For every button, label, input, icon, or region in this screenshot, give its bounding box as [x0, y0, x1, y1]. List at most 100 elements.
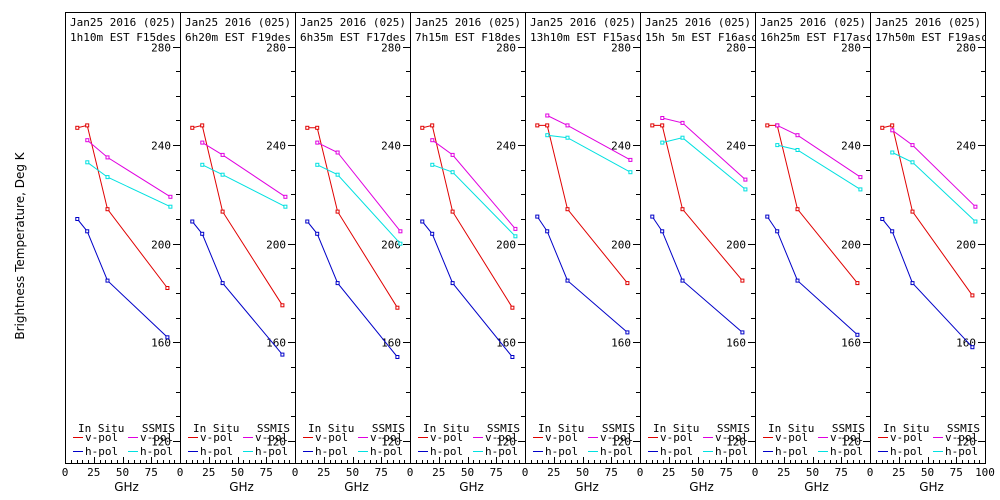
- data-point: [795, 207, 800, 212]
- y-tick-label: 120: [381, 436, 401, 449]
- data-point: [105, 155, 110, 160]
- data-point: [85, 123, 90, 128]
- x-tick-label: 25: [87, 466, 100, 479]
- series-ssmis-hpol: [85, 160, 173, 209]
- x-tick-label: 0: [62, 466, 69, 479]
- x-tick-label: 75: [490, 466, 503, 479]
- x-axis-label: GHz: [574, 480, 599, 494]
- data-point: [165, 335, 170, 340]
- data-point: [625, 281, 630, 286]
- y-tick-label: 280: [611, 42, 631, 55]
- x-axis-label: GHz: [689, 480, 714, 494]
- series-ssmis-vpol: [200, 140, 288, 199]
- legend-ssmis-title: SSMIS: [832, 422, 865, 435]
- legend-label-ssmis-vpol: v-pol: [485, 431, 518, 444]
- data-point: [510, 355, 515, 359]
- y-tick-label: 160: [611, 337, 631, 350]
- y-tick-label: 120: [496, 436, 516, 449]
- y-tick-label: 280: [151, 42, 171, 55]
- legend-label-ssmis-vpol: v-pol: [140, 431, 173, 444]
- legend-label-ssmis-hpol: h-pol: [830, 445, 863, 458]
- panel-title: Jan25 2016 (025): [760, 16, 866, 29]
- legend-label-ssmis-vpol: v-pol: [370, 431, 403, 444]
- y-tick-label: 200: [496, 239, 516, 252]
- data-point: [398, 241, 403, 246]
- y-tick-label: 240: [611, 140, 631, 153]
- series-ssmis-vpol: [85, 138, 173, 199]
- data-point: [545, 113, 550, 118]
- data-point: [890, 128, 895, 133]
- data-point: [190, 219, 195, 224]
- x-tick-label: 50: [116, 466, 129, 479]
- x-tick-label: 50: [921, 466, 934, 479]
- data-point: [335, 150, 340, 155]
- series-line: [432, 164, 516, 237]
- legend-label-insitu-hpol: h-pol: [85, 445, 118, 458]
- series-ssmis-vpol: [775, 123, 863, 180]
- series-insitu-vpol: [305, 125, 400, 310]
- data-point: [565, 123, 570, 128]
- x-tick-label: 25: [202, 466, 215, 479]
- panel-7: Jan25 2016 (025) 16h25m EST F17asc 120 160 2…: [755, 12, 871, 464]
- x-tick-label: 25: [662, 466, 675, 479]
- data-point: [200, 231, 205, 236]
- x-tick-label: 50: [346, 466, 359, 479]
- data-point: [105, 175, 110, 180]
- data-point: [660, 123, 665, 128]
- legend-label-insitu-hpol: h-pol: [660, 445, 693, 458]
- data-point: [420, 219, 425, 224]
- series-line: [537, 124, 628, 284]
- x-tick-label: 0: [407, 466, 414, 479]
- series-line: [882, 124, 973, 296]
- panel-4: Jan25 2016 (025) 7h15m EST F18des 120 160 20…: [410, 12, 526, 464]
- x-tick-label: 0: [177, 466, 184, 479]
- panel-1: Jan25 2016 (025) 1h10m EST F15des 120 160 20…: [65, 12, 181, 464]
- data-point: [200, 123, 205, 128]
- data-point: [430, 162, 435, 167]
- y-tick-label: 120: [611, 436, 631, 449]
- legend-insitu-title: In Situ: [538, 422, 584, 435]
- data-point: [220, 281, 225, 286]
- series-line: [202, 164, 286, 208]
- y-tick-label: 200: [151, 239, 171, 252]
- panel-subtitle: 7h15m EST F18des: [415, 31, 521, 44]
- x-tick-label: 25: [892, 466, 905, 479]
- data-point: [335, 172, 340, 177]
- x-tick-label: 25: [432, 466, 445, 479]
- x-tick-label: 0: [867, 466, 874, 479]
- data-point: [890, 229, 895, 234]
- x-tick-label: 25: [547, 466, 560, 479]
- y-tick-label: 200: [381, 239, 401, 252]
- y-tick-label: 280: [726, 42, 746, 55]
- panel-2: Jan25 2016 (025) 6h20m EST F19des 120 160 20…: [180, 12, 296, 464]
- data-point: [535, 123, 540, 128]
- data-point: [628, 157, 633, 162]
- y-tick-label: 200: [726, 239, 746, 252]
- data-point: [280, 352, 285, 357]
- panel-title: Jan25 2016 (025): [70, 16, 176, 29]
- data-point: [513, 226, 518, 231]
- x-tick-label: 75: [145, 466, 158, 479]
- x-tick-label: 50: [806, 466, 819, 479]
- x-axis-label: GHz: [459, 480, 484, 494]
- data-point: [628, 170, 633, 175]
- series-insitu-vpol: [880, 123, 975, 298]
- data-point: [200, 162, 205, 167]
- data-point: [858, 187, 863, 192]
- panel-3: Jan25 2016 (025) 6h35m EST F17des 120 160 20…: [295, 12, 411, 464]
- panel-subtitle: 15h 5m EST F16asc: [645, 31, 758, 44]
- series-line: [317, 164, 401, 245]
- data-point: [910, 209, 915, 214]
- data-point: [545, 229, 550, 234]
- legend-label-insitu-vpol: v-pol: [85, 431, 118, 444]
- x-axis-label: GHz: [114, 480, 139, 494]
- legend-label-ssmis-vpol: v-pol: [945, 431, 978, 444]
- series-line: [77, 124, 168, 289]
- legend-label-ssmis-hpol: h-pol: [255, 445, 288, 458]
- data-point: [970, 293, 975, 298]
- legend-ssmis-title: SSMIS: [947, 422, 980, 435]
- x-tick-label: 50: [461, 466, 474, 479]
- panel-subtitle: 6h20m EST F19des: [185, 31, 291, 44]
